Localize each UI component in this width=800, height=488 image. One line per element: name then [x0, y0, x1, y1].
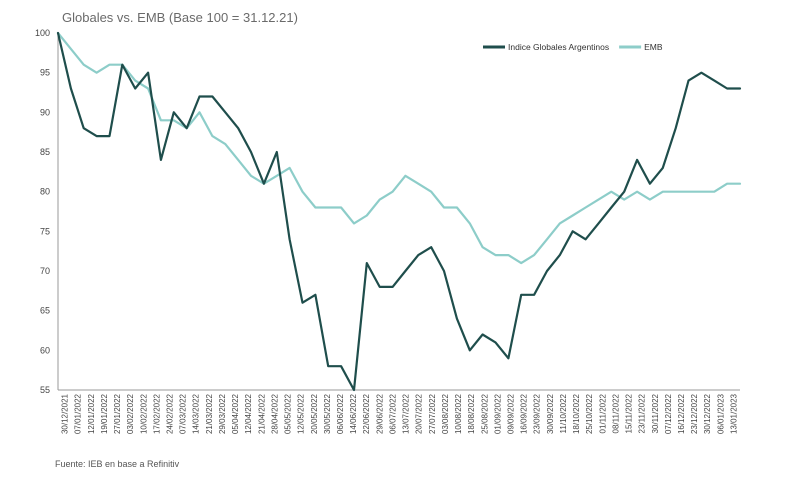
x-tick-label: 16/09/2022 — [520, 393, 529, 434]
y-tick-label: 85 — [40, 147, 50, 157]
x-tick-label: 14/06/2022 — [349, 393, 358, 434]
y-tick-label: 80 — [40, 187, 50, 197]
source-note: Fuente: IEB en base a Refinitiv — [55, 459, 180, 469]
legend-label: EMB — [644, 42, 663, 52]
series-lines — [56, 31, 742, 392]
x-tick-label: 11/10/2022 — [559, 393, 568, 433]
x-tick-label: 18/10/2022 — [572, 393, 581, 434]
y-tick-label: 100 — [35, 28, 50, 38]
y-tick-label: 65 — [40, 306, 50, 316]
x-tick-label: 05/05/2022 — [284, 393, 293, 434]
x-tick-label: 30/12/2021 — [61, 393, 70, 434]
x-tick-label: 09/09/2022 — [506, 393, 515, 434]
x-tick-label: 27/01/2022 — [113, 393, 122, 434]
x-tick-label: 30/12/2022 — [703, 393, 712, 434]
x-tick-label: 21/04/2022 — [257, 393, 266, 434]
axes — [57, 33, 740, 391]
legend-label: Indice Globales Argentinos — [508, 42, 609, 52]
x-tick-label: 25/10/2022 — [585, 393, 594, 434]
x-tick-label: 12/05/2022 — [297, 393, 306, 434]
x-tick-label: 03/02/2022 — [126, 393, 135, 434]
x-tick-label: 30/11/2022 — [651, 393, 660, 433]
x-tick-label: 17/02/2022 — [152, 393, 161, 434]
y-tick-label: 55 — [40, 385, 50, 395]
x-tick-label: 21/03/2022 — [205, 393, 214, 434]
x-tick-label: 27/07/2022 — [428, 393, 437, 434]
y-tick-label: 60 — [40, 345, 50, 355]
x-tick-label: 29/03/2022 — [218, 393, 227, 434]
x-tick-label: 03/08/2022 — [441, 393, 450, 434]
x-tick-label: 06/07/2022 — [388, 393, 397, 434]
x-tick-label: 24/02/2022 — [165, 393, 174, 434]
x-tick-label: 20/07/2022 — [415, 393, 424, 434]
x-tick-label: 07/03/2022 — [179, 393, 188, 434]
x-tick-label: 12/04/2022 — [244, 393, 253, 434]
x-tick-label: 18/08/2022 — [467, 393, 476, 434]
chart-title: Globales vs. EMB (Base 100 = 31.12.21) — [62, 10, 298, 25]
x-axis-ticks: 30/12/2021 07/01/2022 12/01/2022 19/01/2022… — [61, 393, 739, 434]
x-tick-label: 05/04/2022 — [231, 393, 240, 434]
legend: Indice Globales Argentinos EMB — [483, 42, 663, 52]
series-line-emb — [56, 31, 742, 265]
x-tick-label: 06/06/2022 — [336, 393, 345, 434]
y-tick-label: 90 — [40, 107, 50, 117]
y-tick-label: 95 — [40, 68, 50, 78]
x-tick-label: 10/02/2022 — [139, 393, 148, 434]
x-tick-label: 15/11/2022 — [625, 393, 634, 433]
x-tick-label: 13/07/2022 — [402, 393, 411, 434]
x-tick-label: 01/09/2022 — [493, 393, 502, 434]
x-tick-label: 23/12/2022 — [690, 393, 699, 434]
x-tick-label: 06/01/2023 — [716, 393, 725, 434]
x-tick-label: 25/08/2022 — [480, 393, 489, 434]
x-tick-label: 22/06/2022 — [362, 393, 371, 434]
x-tick-label: 10/08/2022 — [454, 393, 463, 434]
x-tick-label: 23/11/2022 — [638, 393, 647, 433]
x-tick-label: 23/09/2022 — [533, 393, 542, 434]
x-tick-label: 19/01/2022 — [100, 393, 109, 434]
y-axis-ticks: 55 60 65 70 75 80 85 90 95 100 — [35, 28, 50, 395]
x-tick-label: 29/06/2022 — [375, 393, 384, 434]
x-tick-label: 08/11/2022 — [611, 393, 620, 433]
x-tick-label: 14/03/2022 — [192, 393, 201, 434]
x-tick-label: 12/01/2022 — [87, 393, 96, 434]
x-tick-label: 28/04/2022 — [270, 393, 279, 434]
x-tick-label: 13/01/2023 — [729, 393, 738, 434]
x-tick-label: 20/05/2022 — [310, 393, 319, 434]
x-tick-label: 01/11/2022 — [598, 393, 607, 433]
x-tick-label: 16/12/2022 — [677, 393, 686, 434]
x-tick-label: 07/01/2022 — [74, 393, 83, 434]
x-tick-label: 07/12/2022 — [664, 393, 673, 434]
y-tick-label: 75 — [40, 226, 50, 236]
x-tick-label: 30/09/2022 — [546, 393, 555, 434]
series-line-indice-globales-argentinos — [56, 31, 742, 392]
x-tick-label: 30/05/2022 — [323, 393, 332, 434]
y-tick-label: 70 — [40, 266, 50, 276]
